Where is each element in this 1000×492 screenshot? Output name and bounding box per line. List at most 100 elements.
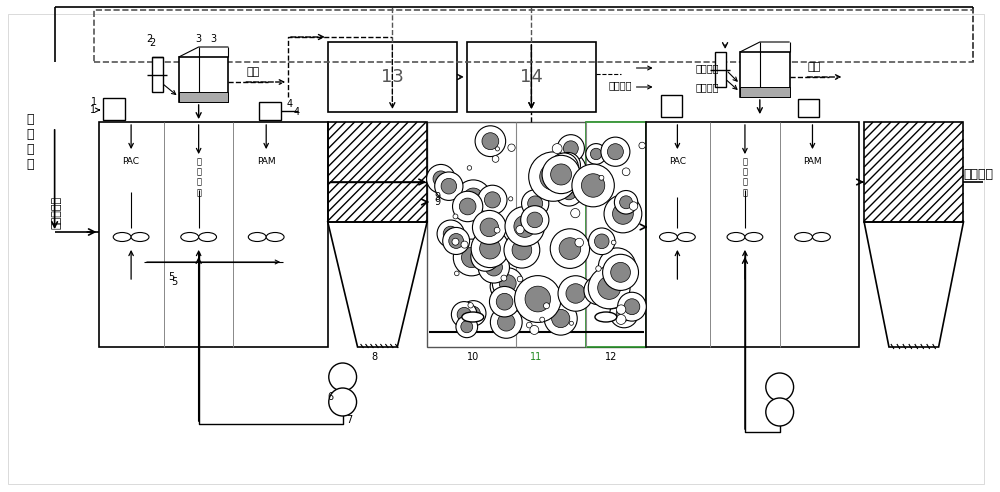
Text: PAC: PAC [669, 157, 686, 166]
Text: 4: 4 [294, 107, 300, 117]
Text: 9: 9 [434, 197, 440, 207]
Circle shape [452, 238, 459, 245]
Circle shape [581, 174, 605, 197]
Circle shape [467, 166, 472, 170]
Circle shape [515, 276, 561, 322]
Circle shape [572, 164, 614, 207]
Circle shape [550, 153, 578, 182]
Circle shape [540, 317, 545, 322]
Circle shape [622, 168, 630, 176]
Bar [427, 122, 646, 347]
Circle shape [454, 271, 459, 276]
Text: 11: 11 [530, 352, 542, 362]
Circle shape [455, 180, 491, 216]
Text: 污泥: 污泥 [246, 67, 260, 77]
Circle shape [618, 292, 646, 321]
Text: 优
筛
磁
种: 优 筛 磁 种 [742, 157, 747, 197]
Circle shape [596, 266, 601, 271]
Text: 土壤改良: 土壤改良 [695, 82, 719, 92]
Bar [259, 102, 281, 120]
Circle shape [459, 198, 476, 215]
Bar [179, 92, 228, 102]
Circle shape [509, 197, 513, 201]
Ellipse shape [745, 233, 763, 242]
Circle shape [492, 155, 499, 162]
Circle shape [590, 148, 602, 160]
Circle shape [588, 267, 630, 309]
Circle shape [616, 314, 626, 324]
Ellipse shape [131, 233, 149, 242]
Ellipse shape [199, 233, 217, 242]
Circle shape [561, 184, 577, 200]
Text: 污泥: 污泥 [808, 62, 821, 72]
Ellipse shape [660, 233, 677, 242]
Circle shape [437, 220, 464, 247]
Bar [646, 122, 859, 347]
Circle shape [485, 259, 502, 276]
Bar [661, 95, 682, 117]
Circle shape [463, 188, 483, 208]
Circle shape [584, 276, 612, 305]
Circle shape [610, 299, 638, 328]
Bar [99, 122, 328, 347]
Circle shape [559, 238, 581, 259]
Circle shape [480, 238, 500, 259]
Circle shape [556, 153, 580, 177]
Circle shape [527, 212, 543, 228]
Text: 7: 7 [346, 415, 353, 425]
Circle shape [498, 313, 515, 331]
Circle shape [598, 248, 636, 286]
Text: 4: 4 [287, 99, 293, 109]
Circle shape [499, 275, 516, 292]
Text: 5: 5 [171, 277, 177, 287]
Circle shape [555, 178, 583, 206]
Circle shape [522, 190, 549, 217]
Circle shape [489, 286, 520, 317]
Circle shape [453, 214, 458, 219]
Bar [94, 10, 973, 62]
Circle shape [540, 163, 567, 190]
Ellipse shape [812, 233, 830, 242]
Circle shape [505, 207, 545, 246]
Circle shape [586, 144, 606, 164]
Text: 3: 3 [210, 34, 217, 44]
Ellipse shape [677, 233, 695, 242]
Polygon shape [328, 222, 427, 347]
Circle shape [595, 234, 609, 248]
Circle shape [427, 164, 455, 193]
Circle shape [604, 195, 642, 233]
Circle shape [457, 308, 471, 322]
Text: 优
筛
磁
种: 优 筛 磁 种 [196, 157, 201, 197]
Circle shape [453, 239, 490, 276]
Bar [179, 57, 228, 102]
Circle shape [639, 142, 645, 149]
Bar [103, 98, 125, 120]
Circle shape [620, 196, 632, 209]
Circle shape [482, 133, 499, 150]
Circle shape [471, 242, 500, 271]
Circle shape [472, 211, 506, 245]
Circle shape [466, 307, 480, 320]
Circle shape [589, 228, 615, 255]
Text: 2: 2 [146, 34, 152, 44]
Circle shape [528, 196, 543, 211]
Circle shape [544, 302, 577, 335]
Text: 6: 6 [328, 392, 334, 402]
Circle shape [504, 232, 540, 268]
Ellipse shape [113, 233, 131, 242]
Circle shape [569, 321, 573, 325]
Circle shape [598, 276, 621, 299]
Circle shape [443, 227, 470, 254]
Circle shape [557, 135, 584, 162]
Polygon shape [864, 222, 963, 347]
Text: PAC: PAC [123, 157, 140, 166]
Bar [715, 52, 726, 87]
Circle shape [590, 282, 606, 298]
Circle shape [451, 302, 477, 327]
Circle shape [475, 126, 506, 156]
Bar [328, 42, 457, 112]
Text: 优
质
碳
源: 优 质 碳 源 [26, 113, 34, 171]
Circle shape [617, 305, 626, 314]
Circle shape [478, 185, 507, 215]
Text: PAM: PAM [803, 157, 822, 166]
